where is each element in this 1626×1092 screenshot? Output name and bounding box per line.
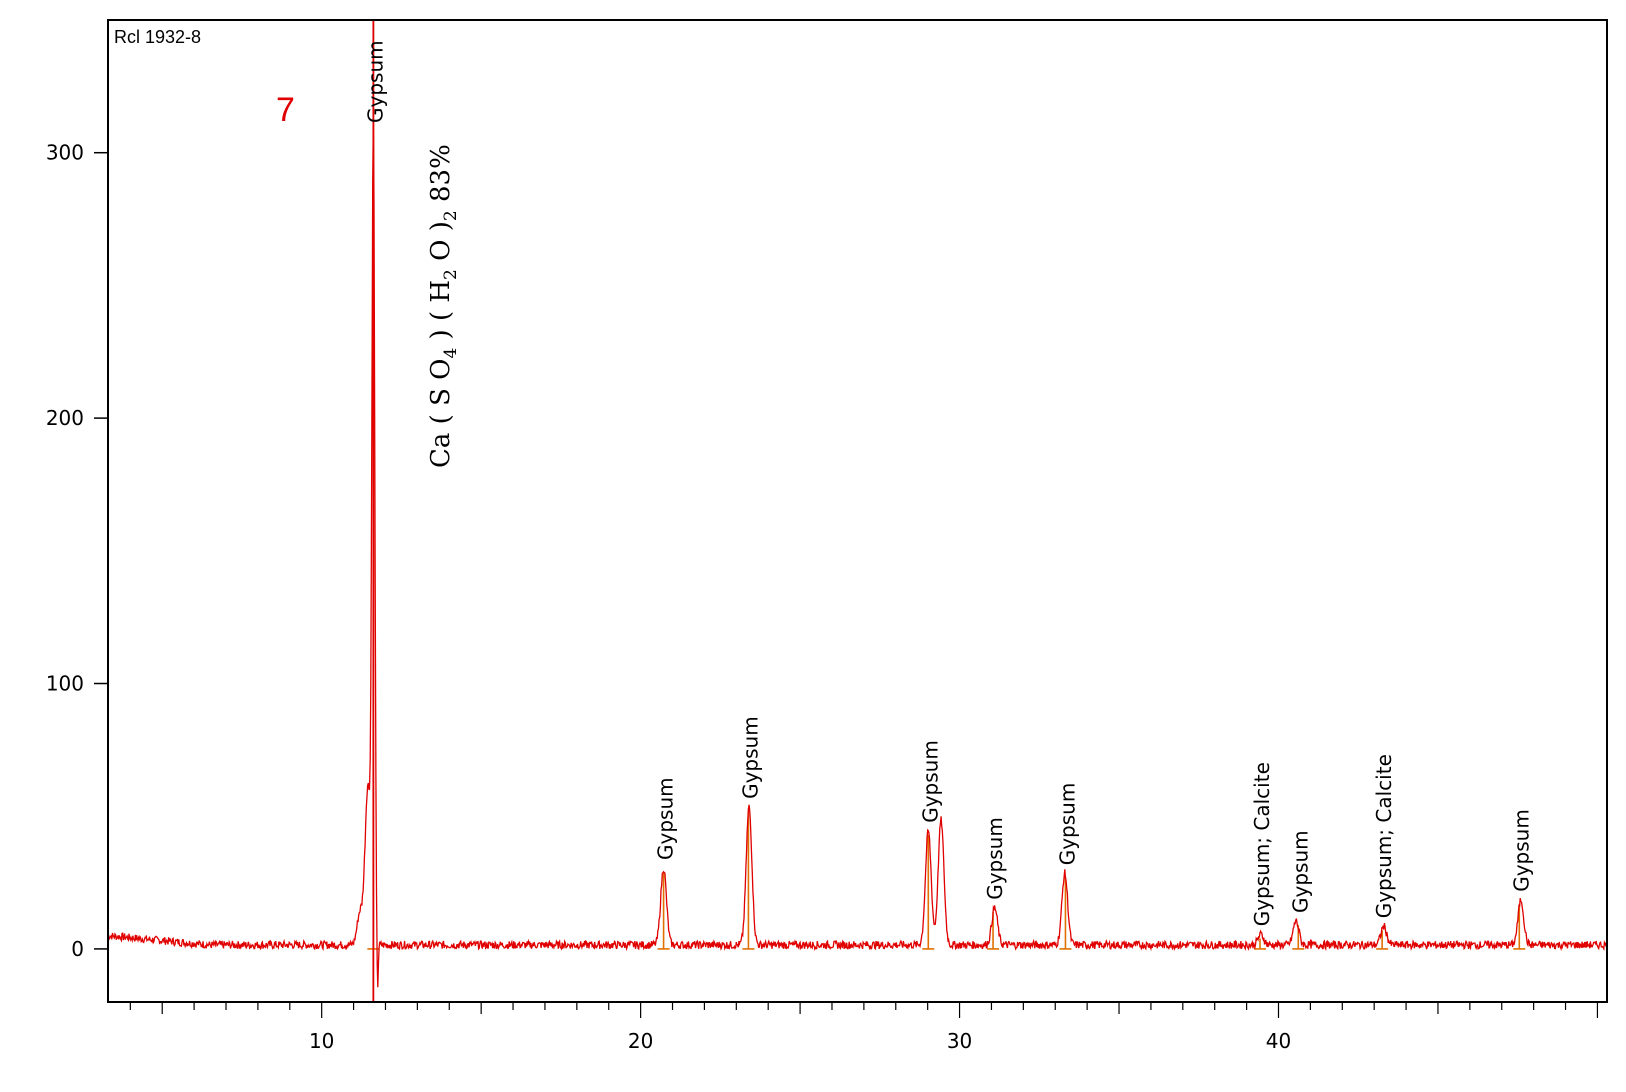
peak-annotation: Gypsum [363, 40, 387, 123]
formula-part-d: 83% [426, 144, 456, 210]
peak-annotation: Gypsum [1055, 783, 1079, 866]
x-tick-label: 40 [1266, 1029, 1291, 1053]
plot-area: Gypsum Gypsum Gypsum Gypsum Gypsum Gypsum Gyps… [107, 20, 1608, 1002]
formula-part-c: O ) [426, 221, 456, 269]
peak-annotation: Gypsum [918, 740, 942, 823]
peak-annotation: Gypsum [983, 817, 1007, 900]
formula-part-a: Ca ( S O [426, 359, 456, 468]
y-tick-label: 0 [71, 937, 84, 961]
y-tick-label: 100 [46, 672, 84, 696]
peak-annotation: Gypsum [1288, 830, 1312, 913]
diffraction-series-line [107, 122, 1608, 988]
peak-annotation: Gypsum; Calcite [1372, 754, 1396, 918]
formula-sub-2: 2 [441, 269, 461, 280]
panel-number: 7 [276, 91, 295, 129]
axes: 0 100 200 300 10 20 30 40 [46, 19, 1608, 1053]
x-tick-label: 20 [628, 1029, 653, 1053]
formula-part-b: ) ( H [426, 280, 456, 348]
plot-frame [107, 19, 1608, 1003]
y-tick-label: 200 [46, 406, 84, 430]
y-tick-label: 300 [46, 141, 84, 165]
formula-sub-1: 4 [441, 348, 461, 359]
phase-formula: Ca ( S O4 ) ( H2 O )2 83% [426, 144, 461, 468]
peak-annotation: Gypsum [1509, 809, 1533, 892]
x-tick-label: 30 [947, 1029, 972, 1053]
peak-annotation: Gypsum; Calcite [1250, 762, 1274, 926]
sample-label: Rcl 1932-8 [114, 27, 201, 47]
formula-sub-3: 2 [441, 210, 461, 221]
peak-annotation: Gypsum [654, 777, 678, 860]
x-tick-label: 10 [309, 1029, 334, 1053]
peak-annotation: Gypsum [738, 716, 762, 799]
